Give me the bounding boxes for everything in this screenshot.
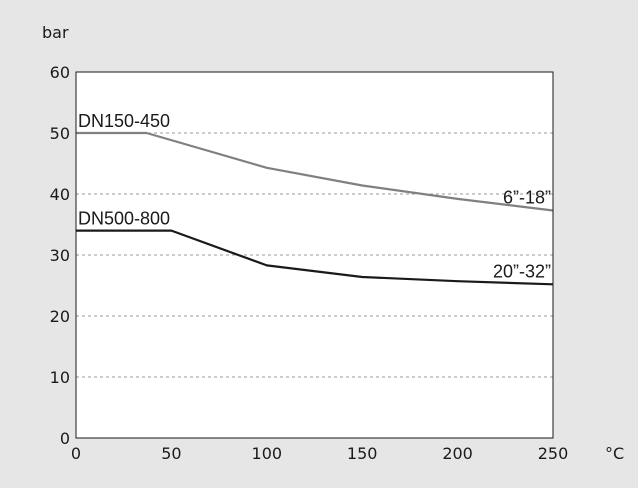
series-label-left-2: DN500-800 [78,209,170,229]
x-axis-label: °C [605,444,624,463]
plot-frame [75,71,554,439]
series-line-1 [76,131,554,212]
x-axis-ticks: 0 50 100 150 200 250 [71,444,568,463]
x-tick-label-200: 200 [442,444,473,463]
y-tick-label-40: 40 [50,185,70,204]
y-tick-label-30: 30 [50,246,70,265]
y-tick-label-20: 20 [50,307,70,326]
x-tick-label-50: 50 [161,444,181,463]
y-tick-label-50: 50 [50,124,70,143]
x-tick-label-250: 250 [538,444,569,463]
series-label-right-1: 6”-18” [503,187,551,207]
y-tick-label-60: 60 [50,63,70,82]
series-labels: DN150-450 6”-18” DN500-800 20”-32” [78,111,551,281]
series-label-right-2: 20”-32” [493,261,551,281]
series-line-2 [76,229,554,286]
y-tick-label-10: 10 [50,368,70,387]
x-tick-label-100: 100 [252,444,283,463]
grid [76,132,553,378]
y-axis-label: bar [42,23,69,42]
x-tick-label-150: 150 [347,444,378,463]
x-tick-label-0: 0 [71,444,81,463]
y-tick-label-0: 0 [60,429,70,448]
y-axis-ticks: 0 10 20 30 40 50 60 [50,63,70,448]
series-label-left-1: DN150-450 [78,111,170,131]
series-group [76,131,554,286]
